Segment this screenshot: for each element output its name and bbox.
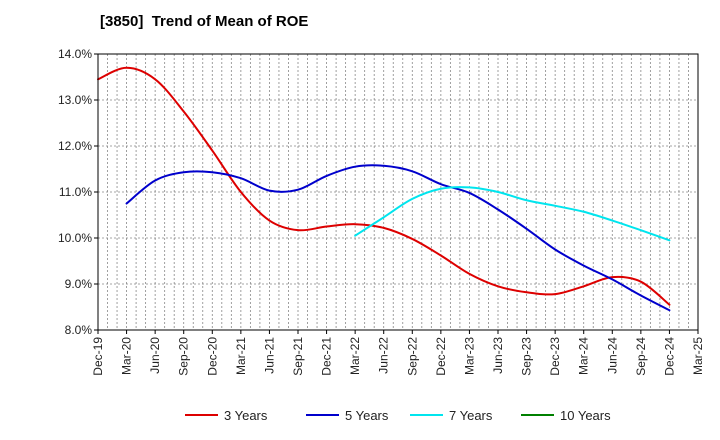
series-line-5-years [125,164,671,312]
x-tick-label: Mar-24 [577,337,591,375]
series-lines [97,66,671,312]
x-tick-label: Dec-24 [662,337,676,376]
x-tick-label: Jun-23 [491,337,505,374]
x-tick-label: Dec-23 [548,337,562,376]
x-tick-label: Sep-20 [177,337,191,376]
y-tick-label: 8.0% [65,323,93,337]
x-tick-label: Mar-23 [462,337,476,375]
series-line-7-years [354,186,671,242]
y-tick-label: 14.0% [58,47,92,61]
legend: 3 Years 5 Years 7 Years 10 Years [185,408,611,423]
x-tick-label: Sep-23 [520,337,534,376]
y-tick-label: 11.0% [59,185,92,199]
x-tick-label: Dec-20 [205,337,219,376]
series-line-3-years [97,66,671,306]
x-tick-label: Dec-22 [434,337,448,376]
x-tick-label: Jun-21 [262,337,276,374]
x-axis: Dec-19 Mar-20 Jun-20 Sep-20 Dec-20 Mar-21 Jun-… [91,330,705,376]
y-axis: 8.0% 9.0% 10.0% 11.0% 12.0% 13.0% 14.0% [58,47,98,337]
legend-label-5-years: 5 Years [345,408,389,423]
x-tick-label: Dec-19 [91,337,105,376]
x-tick-label: Sep-21 [291,337,305,376]
x-tick-label: Mar-25 [691,337,705,375]
x-tick-label: Sep-24 [634,337,648,376]
x-tick-label: Sep-22 [405,337,419,376]
legend-label-10-years: 10 Years [560,408,611,423]
x-tick-label: Mar-21 [234,337,248,375]
x-tick-label: Jun-20 [148,337,162,374]
chart-title: [3850] Trend of Mean of ROE [100,13,309,30]
legend-label-3-years: 3 Years [224,408,268,423]
x-tick-label: Mar-22 [348,337,362,375]
y-tick-label: 10.0% [58,231,92,245]
legend-label-7-years: 7 Years [449,408,493,423]
x-tick-label: Dec-21 [320,337,334,376]
x-tick-label: Jun-22 [377,337,391,374]
y-tick-label: 13.0% [58,93,92,107]
y-tick-label: 12.0% [58,139,92,153]
y-tick-label: 9.0% [65,277,93,291]
x-tick-label: Jun-24 [605,337,619,374]
x-tick-label: Mar-20 [120,337,134,375]
